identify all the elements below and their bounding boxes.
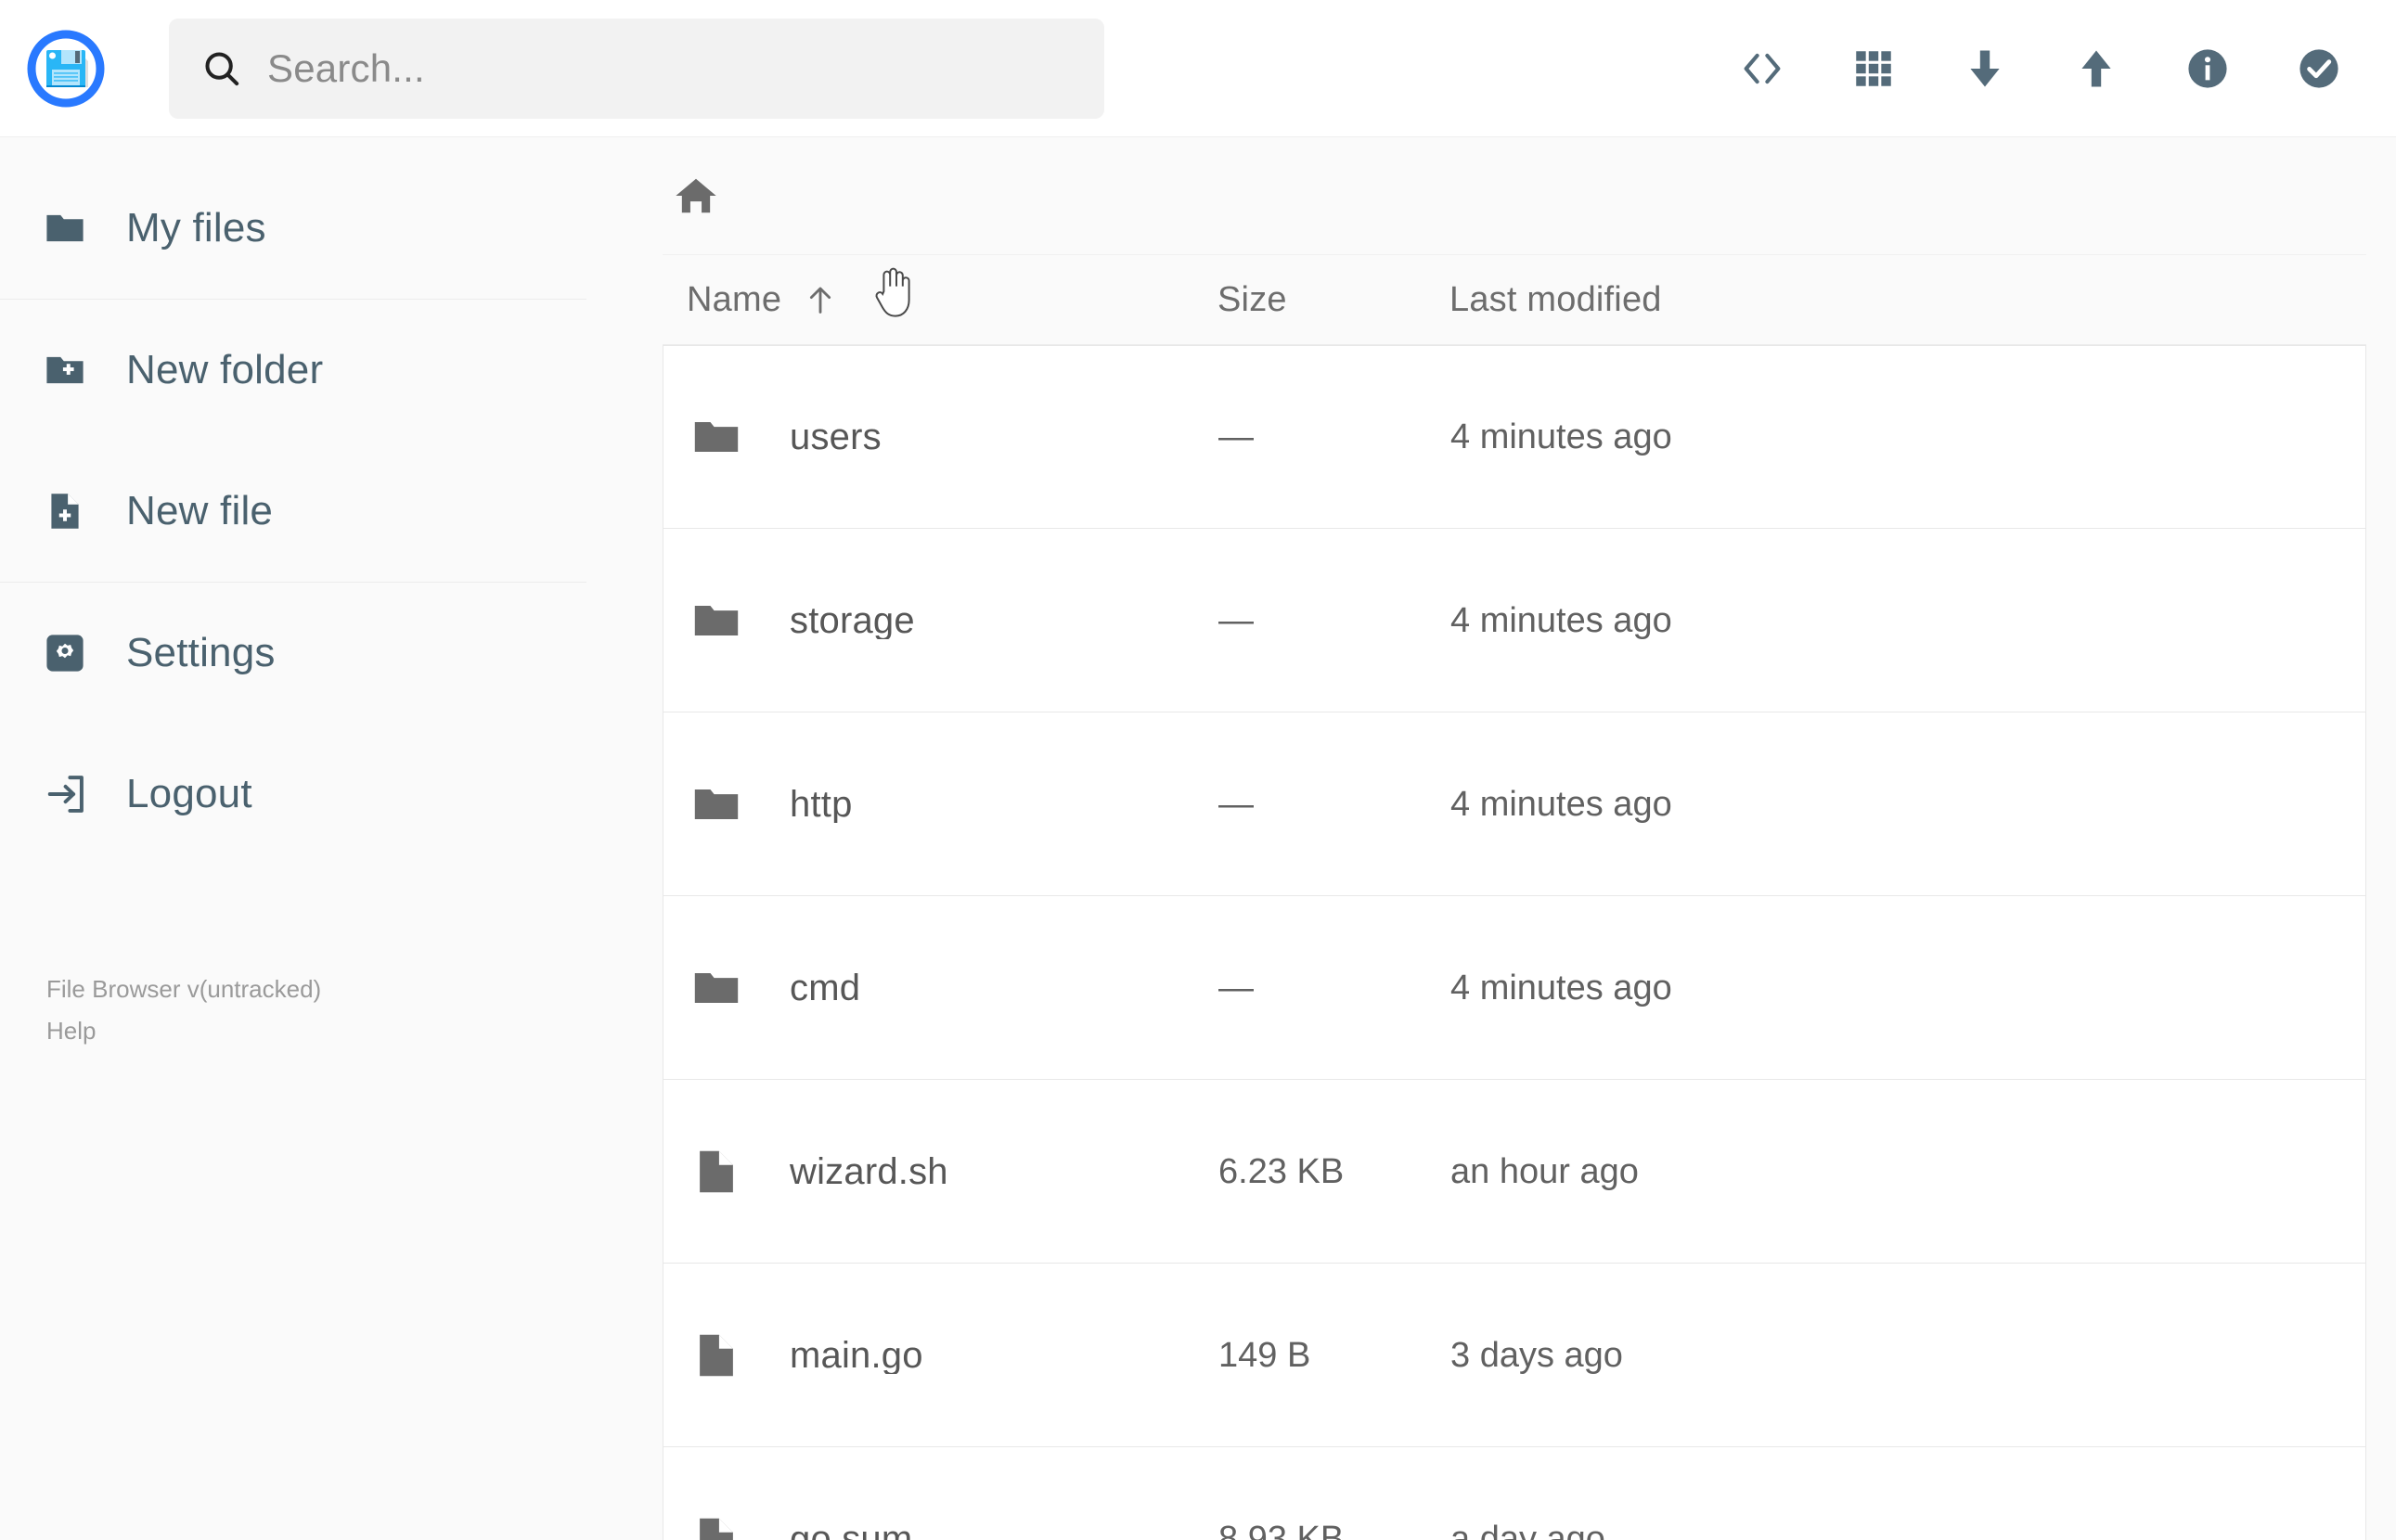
folder-icon <box>688 592 745 649</box>
sidebar-item-label: New folder <box>126 347 324 392</box>
table-row[interactable]: users — 4 minutes ago <box>663 345 2366 529</box>
file-plus-icon <box>39 485 91 537</box>
file-size: — <box>1218 968 1254 1007</box>
row-name-cell: http <box>688 776 1218 833</box>
search-input[interactable]: Search... <box>169 18 1104 119</box>
file-size: — <box>1218 600 1254 640</box>
file-icon <box>688 1143 745 1200</box>
sidebar-item-my-files[interactable]: My files <box>0 158 661 299</box>
sidebar-item-settings[interactable]: Settings <box>0 583 661 724</box>
file-size: 8.93 KB <box>1218 1519 1345 1540</box>
file-name: wizard.sh <box>790 1152 948 1190</box>
sidebar-group-account: Settings Logout <box>0 583 661 865</box>
header-actions <box>1735 42 2359 96</box>
file-name: http <box>790 785 853 823</box>
file-modified: 3 days ago <box>1450 1335 1623 1375</box>
file-modified: 4 minutes ago <box>1450 600 1672 640</box>
help-link[interactable]: Help <box>46 1016 97 1045</box>
sidebar-item-label: My files <box>126 205 266 250</box>
row-name-cell: users <box>688 408 1218 466</box>
file-name: go.sum <box>790 1521 912 1540</box>
search-icon <box>200 47 243 90</box>
column-header-modified[interactable]: Last modified <box>1449 282 2335 317</box>
grid-view-icon[interactable] <box>1847 42 1900 96</box>
folder-icon <box>688 408 745 466</box>
column-header-modified-label: Last modified <box>1449 280 1662 319</box>
upload-icon[interactable] <box>2069 42 2123 96</box>
row-name-cell: main.go <box>688 1327 1218 1384</box>
table-row[interactable]: main.go 149 B 3 days ago <box>663 1264 2366 1447</box>
search-placeholder: Search... <box>267 45 425 90</box>
floppy-disk-logo[interactable] <box>20 23 111 114</box>
folder-icon <box>688 776 745 833</box>
file-icon <box>688 1510 745 1540</box>
sidebar-item-label: New file <box>126 488 274 533</box>
file-modified: an hour ago <box>1450 1151 1639 1191</box>
table-row[interactable]: http — 4 minutes ago <box>663 712 2366 896</box>
breadcrumb <box>663 137 2348 254</box>
sidebar-group-files: My files <box>0 158 661 299</box>
table-header-row: Name Size Last modified <box>663 254 2366 345</box>
app-version: File Browser v(untracked) <box>46 975 322 1003</box>
row-name-cell: wizard.sh <box>688 1143 1218 1200</box>
file-modified: 4 minutes ago <box>1450 417 1672 456</box>
folder-icon <box>39 202 91 254</box>
app-header: Search... <box>0 0 2396 137</box>
sidebar: My files New folder <box>0 137 661 1540</box>
file-size: 6.23 KB <box>1218 1151 1345 1191</box>
sidebar-divider <box>0 299 586 300</box>
main-content: Name Size Last modified <box>661 137 2396 1540</box>
column-header-size[interactable]: Size <box>1217 282 1449 317</box>
info-circle-icon[interactable] <box>2181 42 2235 96</box>
file-modified: 4 minutes ago <box>1450 784 1672 824</box>
code-brackets-icon[interactable] <box>1735 42 1789 96</box>
sidebar-item-new-folder[interactable]: New folder <box>0 300 661 441</box>
row-name-cell: storage <box>688 592 1218 649</box>
file-name: users <box>790 418 882 456</box>
file-name: cmd <box>790 969 861 1007</box>
column-header-name[interactable]: Name <box>687 281 1217 318</box>
column-header-size-label: Size <box>1217 280 1287 319</box>
sidebar-item-logout[interactable]: Logout <box>0 724 661 865</box>
file-size: — <box>1218 417 1254 456</box>
home-icon[interactable] <box>670 170 722 222</box>
file-table: Name Size Last modified <box>663 254 2366 1540</box>
row-name-cell: cmd <box>688 959 1218 1017</box>
arrow-up-icon <box>802 281 839 318</box>
file-size: — <box>1218 784 1254 824</box>
check-circle-icon[interactable] <box>2292 42 2346 96</box>
table-row[interactable]: cmd — 4 minutes ago <box>663 896 2366 1080</box>
sidebar-divider <box>0 582 586 583</box>
file-modified: 4 minutes ago <box>1450 968 1672 1007</box>
logout-icon <box>39 768 91 820</box>
sidebar-item-new-file[interactable]: New file <box>0 441 661 582</box>
sidebar-item-label: Settings <box>126 630 276 675</box>
gear-icon <box>39 627 91 679</box>
table-row[interactable]: wizard.sh 6.23 KB an hour ago <box>663 1080 2366 1264</box>
folder-icon <box>688 959 745 1017</box>
file-name: storage <box>790 601 915 639</box>
sidebar-group-create: New folder New file <box>0 300 661 582</box>
table-row[interactable]: storage — 4 minutes ago <box>663 529 2366 712</box>
download-icon[interactable] <box>1958 42 2012 96</box>
folder-plus-icon <box>39 344 91 396</box>
table-row[interactable]: go.sum 8.93 KB a day ago <box>663 1447 2366 1540</box>
file-icon <box>688 1327 745 1384</box>
column-header-name-label: Name <box>687 280 782 319</box>
row-name-cell: go.sum <box>688 1510 1218 1540</box>
sidebar-item-label: Logout <box>126 771 252 816</box>
app-body: My files New folder <box>0 137 2396 1540</box>
file-size: 149 B <box>1218 1335 1311 1375</box>
file-modified: a day ago <box>1450 1519 1605 1540</box>
sidebar-footer: File Browser v(untracked) Help <box>0 974 661 1046</box>
table-body: users — 4 minutes ago storage — 4 minutes ago… <box>663 345 2366 1540</box>
file-name: main.go <box>790 1336 923 1374</box>
